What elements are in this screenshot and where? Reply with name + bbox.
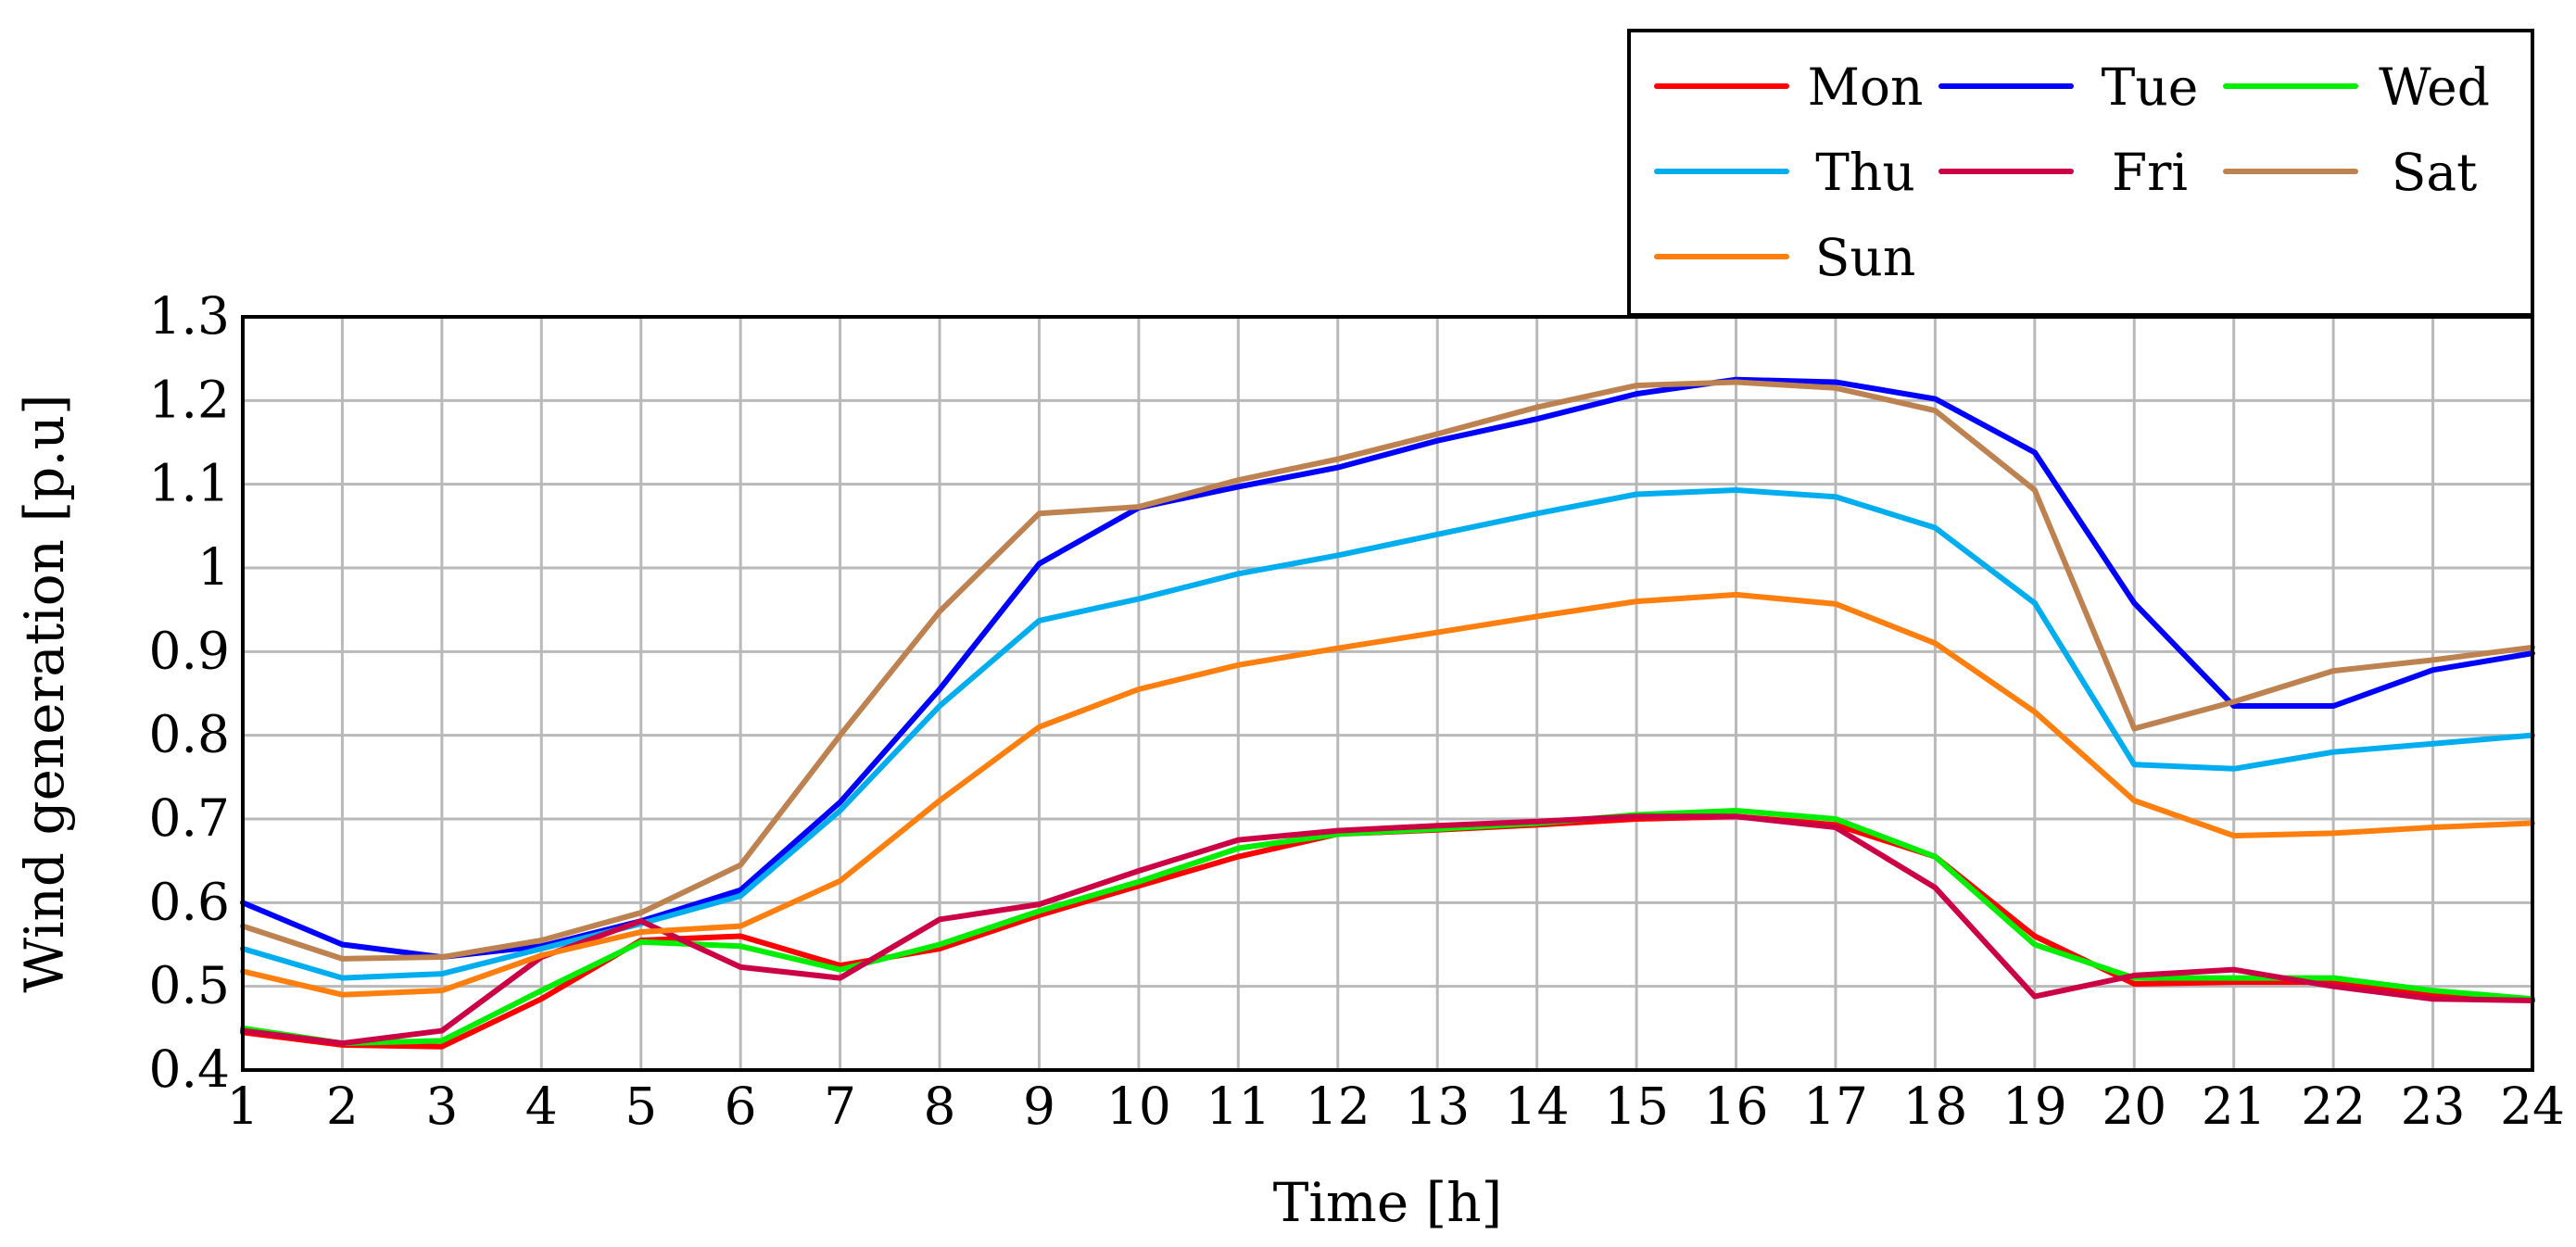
series-line-sat — [240, 379, 2535, 962]
legend: Mon Tue Wed Thu Fri Sat Sun — [1627, 29, 2534, 317]
legend-label-tue: Tue — [2102, 57, 2199, 117]
x-tick-label: 3 — [425, 1077, 458, 1136]
x-tick-label: 5 — [625, 1077, 657, 1136]
x-tick-label: 12 — [1306, 1077, 1370, 1136]
x-tick-label: 10 — [1106, 1077, 1171, 1136]
x-tick-label: 15 — [1604, 1077, 1669, 1136]
x-tick-label: 9 — [1023, 1077, 1055, 1136]
legend-label-sat: Sat — [2392, 143, 2478, 202]
y-tick-label: 1.1 — [149, 454, 230, 513]
y-tick-label: 1.3 — [149, 286, 230, 346]
legend-label-sun: Sun — [1815, 228, 1916, 287]
series-line-tue — [240, 376, 2535, 961]
x-tick-label: 18 — [1902, 1077, 1967, 1136]
x-tick-label: 23 — [2401, 1077, 2466, 1136]
x-tick-label: 22 — [2301, 1077, 2366, 1136]
series-line-wed — [240, 807, 2535, 1047]
x-tick-label: 17 — [1803, 1077, 1868, 1136]
series-group — [240, 376, 2535, 1050]
x-tick-label: 4 — [525, 1077, 558, 1136]
legend-label-wed: Wed — [2379, 57, 2490, 117]
y-tick-label: 0.4 — [149, 1039, 230, 1099]
x-tick-label: 21 — [2202, 1077, 2267, 1136]
x-tick-label: 8 — [924, 1077, 956, 1136]
legend-label-thu: Thu — [1815, 143, 1915, 202]
legend-label-fri: Fri — [2112, 143, 2188, 202]
x-tick-label: 13 — [1405, 1077, 1470, 1136]
y-tick-label: 1.2 — [149, 370, 230, 429]
y-tick-label: 0.6 — [149, 872, 230, 931]
x-tick-label: 6 — [725, 1077, 757, 1136]
x-tick-label: 24 — [2500, 1077, 2565, 1136]
x-tick-label: 20 — [2102, 1077, 2166, 1136]
x-tick-label: 16 — [1704, 1077, 1769, 1136]
series-line-sun — [240, 591, 2535, 998]
x-tick-label: 19 — [2002, 1077, 2067, 1136]
y-axis-title: Wind generation [p.u] — [13, 394, 76, 992]
grid — [241, 315, 2534, 1072]
x-tick-label: 1 — [227, 1077, 259, 1136]
series-line-fri — [240, 813, 2535, 1047]
series-line-mon — [240, 813, 2535, 1050]
y-axis-ticks: 0.4 0.5 0.6 0.7 0.8 0.9 1 1.1 1.2 1.3 — [149, 286, 230, 1099]
y-tick-label: 0.5 — [149, 956, 230, 1015]
y-tick-label: 0.8 — [149, 705, 230, 764]
y-tick-label: 1 — [197, 537, 230, 597]
x-tick-label: 11 — [1206, 1077, 1270, 1136]
x-tick-label: 14 — [1505, 1077, 1570, 1136]
x-axis-ticks: 1 2 3 4 5 6 7 8 9 10 11 12 13 14 15 16 17 18 19 20 21 22 23 24 — [227, 1077, 2566, 1136]
x-axis-title: Time [h] — [1273, 1171, 1503, 1234]
legend-label-mon: Mon — [1808, 57, 1924, 117]
plot-frame — [241, 315, 2534, 1072]
x-tick-label: 2 — [326, 1077, 359, 1136]
x-tick-label: 7 — [824, 1077, 856, 1136]
y-tick-label: 0.7 — [149, 788, 230, 848]
y-tick-label: 0.9 — [149, 621, 230, 680]
